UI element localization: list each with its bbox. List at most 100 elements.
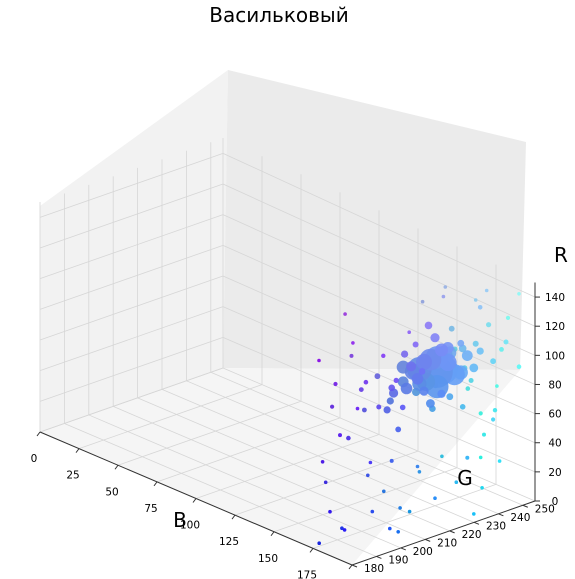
x-tick-mark xyxy=(114,464,119,470)
grid-line-z-left xyxy=(39,367,224,433)
grid-line-y xyxy=(64,423,377,557)
data-point xyxy=(419,386,429,396)
data-point xyxy=(491,417,496,422)
data-point xyxy=(469,363,479,373)
data-point xyxy=(363,379,369,385)
grid-line-z-left xyxy=(39,244,224,310)
data-point xyxy=(517,292,521,296)
x-tick-mark xyxy=(153,481,158,487)
y-axis-line xyxy=(351,500,536,566)
grid-line-y xyxy=(161,388,475,523)
data-point xyxy=(459,404,466,410)
x-tick-label: 75 xyxy=(144,503,157,515)
data-point xyxy=(497,459,502,463)
data-point xyxy=(346,435,351,441)
data-point xyxy=(477,305,483,310)
data-point xyxy=(478,411,483,416)
data-point xyxy=(505,315,511,320)
chart-title: Васильковый xyxy=(209,3,348,27)
z-tick-label: 0 xyxy=(552,496,559,508)
x-tick-mark xyxy=(309,548,314,553)
grid-line-x xyxy=(117,400,302,466)
y-tick-mark xyxy=(473,521,480,525)
y-tick-label: 210 xyxy=(437,537,457,549)
grid-line-y xyxy=(88,414,401,549)
x-tick-label: 100 xyxy=(180,520,200,532)
z-tick-label: 80 xyxy=(548,379,561,391)
x-axis-label: B xyxy=(173,508,187,532)
y-tick-label: 240 xyxy=(510,512,530,524)
grid-line-y xyxy=(210,371,523,506)
data-point xyxy=(478,455,483,460)
data-point xyxy=(418,368,426,375)
z-tick-label: 140 xyxy=(545,292,565,304)
y-tick-label: 230 xyxy=(486,520,506,532)
data-point xyxy=(328,509,332,514)
data-point xyxy=(465,455,470,460)
grid-line-x xyxy=(78,384,263,450)
data-point xyxy=(376,404,382,410)
x-tick-mark xyxy=(192,498,197,503)
x-tick-label: 125 xyxy=(219,536,239,548)
data-point xyxy=(338,433,342,438)
data-point xyxy=(440,454,444,459)
x-tick-label: 25 xyxy=(66,470,79,482)
data-point xyxy=(516,364,522,370)
data-point xyxy=(383,406,391,414)
back-panes xyxy=(40,70,526,565)
grid-line-z-left xyxy=(39,183,224,249)
data-point xyxy=(349,353,354,358)
x-tick-mark xyxy=(231,514,236,520)
data-point xyxy=(412,341,419,348)
data-point xyxy=(486,322,492,328)
y-tick-mark xyxy=(498,513,504,517)
data-point xyxy=(476,347,484,355)
y-tick-mark xyxy=(449,530,455,534)
data-point xyxy=(468,378,474,383)
y-tick-label: 200 xyxy=(413,546,433,558)
data-point xyxy=(374,373,381,380)
y-tick-mark xyxy=(400,547,406,551)
grid-line-z-left xyxy=(39,275,224,341)
data-point xyxy=(446,393,454,401)
data-point xyxy=(386,397,394,405)
x-tick-mark xyxy=(348,564,353,570)
axis-lines xyxy=(36,282,540,570)
data-point xyxy=(424,321,433,330)
data-point xyxy=(448,325,455,332)
x-tick-label: 50 xyxy=(105,486,118,498)
data-point xyxy=(343,312,347,316)
grid-line-x xyxy=(156,417,341,483)
right-pane xyxy=(223,70,526,370)
data-point xyxy=(323,480,328,485)
data-point xyxy=(368,460,373,465)
z-tick-label: 20 xyxy=(548,467,561,479)
y-tick-mark xyxy=(351,564,358,568)
z-tick-label: 60 xyxy=(548,409,561,421)
data-point xyxy=(441,294,446,299)
y-tick-mark xyxy=(425,538,431,542)
data-point xyxy=(388,526,392,531)
data-point xyxy=(454,480,459,485)
data-point xyxy=(389,458,394,463)
data-point xyxy=(465,386,471,391)
grid-line-y xyxy=(113,406,426,540)
grid-line-z-left xyxy=(39,152,224,218)
data-point xyxy=(398,506,402,510)
data-point xyxy=(396,360,410,374)
floor-pane xyxy=(40,368,520,565)
data-point xyxy=(426,399,435,408)
grid-line-y xyxy=(137,397,450,532)
y-tick-mark xyxy=(522,504,528,508)
data-point xyxy=(320,460,325,464)
data-point xyxy=(499,347,504,352)
data-point xyxy=(362,407,367,413)
data-point xyxy=(351,341,355,345)
data-point xyxy=(340,526,344,530)
data-point xyxy=(439,353,457,372)
x-tick-label: 0 xyxy=(31,453,38,465)
data-point xyxy=(457,339,465,347)
data-point xyxy=(437,389,446,398)
data-point xyxy=(417,470,422,474)
